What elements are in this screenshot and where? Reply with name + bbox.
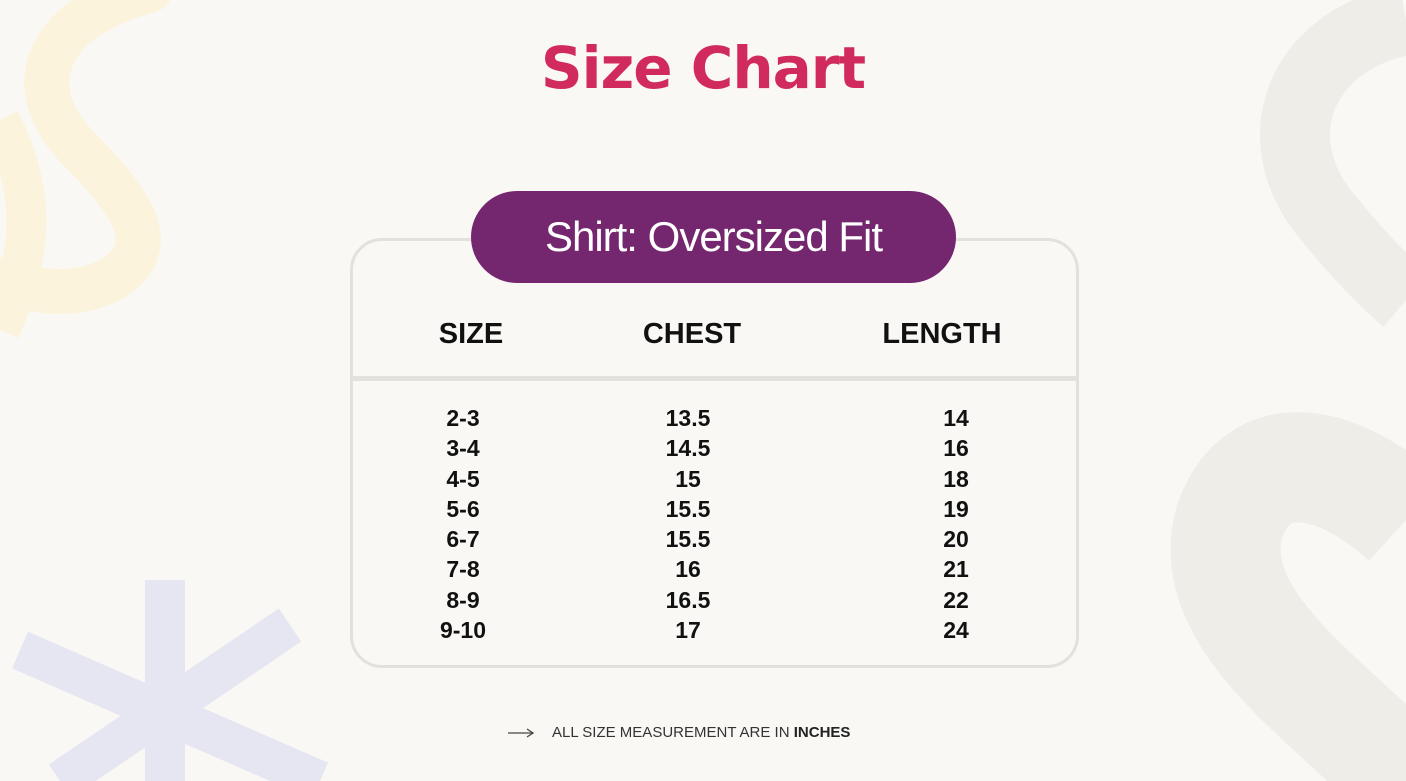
arrow-right-icon — [508, 727, 534, 738]
chest-column: 13.5 14.5 15 15.5 15.5 16 16.5 17 — [666, 403, 711, 645]
length-cell: 19 — [943, 495, 969, 522]
size-column: 2-3 3-4 4-5 5-6 6-7 7-8 8-9 9-10 — [440, 403, 486, 645]
size-cell: 2-3 — [446, 405, 480, 431]
header-chest: CHEST — [642, 318, 742, 350]
chest-cell: 14.5 — [665, 435, 711, 462]
note-unit: INCHES — [793, 724, 851, 741]
length-cell: 20 — [943, 526, 969, 553]
fit-label-pill: Shirt: Oversized Fit — [471, 191, 956, 283]
chest-cell: 17 — [675, 617, 701, 644]
size-cell: 5-6 — [446, 495, 480, 522]
size-cell: 3-4 — [446, 435, 480, 462]
chest-cell: 15.5 — [665, 526, 711, 553]
page-title: Size Chart — [540, 34, 866, 102]
chest-cell: 13.5 — [665, 405, 711, 431]
header-size: SIZE — [438, 318, 504, 350]
length-cell: 22 — [943, 586, 969, 613]
measurement-note: ALL SIZE MEASUREMENT ARE IN INCHES — [508, 724, 850, 741]
chest-cell: 16 — [675, 556, 701, 583]
fit-label: Shirt: Oversized Fit — [544, 213, 883, 260]
size-cell: 7-8 — [446, 556, 480, 583]
chest-cell: 15 — [675, 465, 701, 492]
size-cell: 4-5 — [446, 465, 480, 492]
header-length: LENGTH — [882, 318, 1002, 350]
length-cell: 24 — [943, 617, 969, 644]
length-cell: 14 — [943, 405, 969, 431]
length-cell: 16 — [943, 435, 969, 462]
length-column: 14 16 18 19 20 21 22 24 — [943, 403, 969, 645]
header-divider — [350, 376, 1077, 381]
size-cell: 9-10 — [439, 617, 487, 644]
size-cell: 6-7 — [446, 526, 480, 553]
length-cell: 18 — [943, 465, 969, 492]
size-cell: 8-9 — [446, 586, 480, 613]
note-text: ALL SIZE MEASUREMENT ARE IN — [552, 724, 790, 741]
chest-cell: 15.5 — [665, 495, 711, 522]
chest-cell: 16.5 — [665, 586, 711, 613]
length-cell: 21 — [943, 556, 969, 583]
